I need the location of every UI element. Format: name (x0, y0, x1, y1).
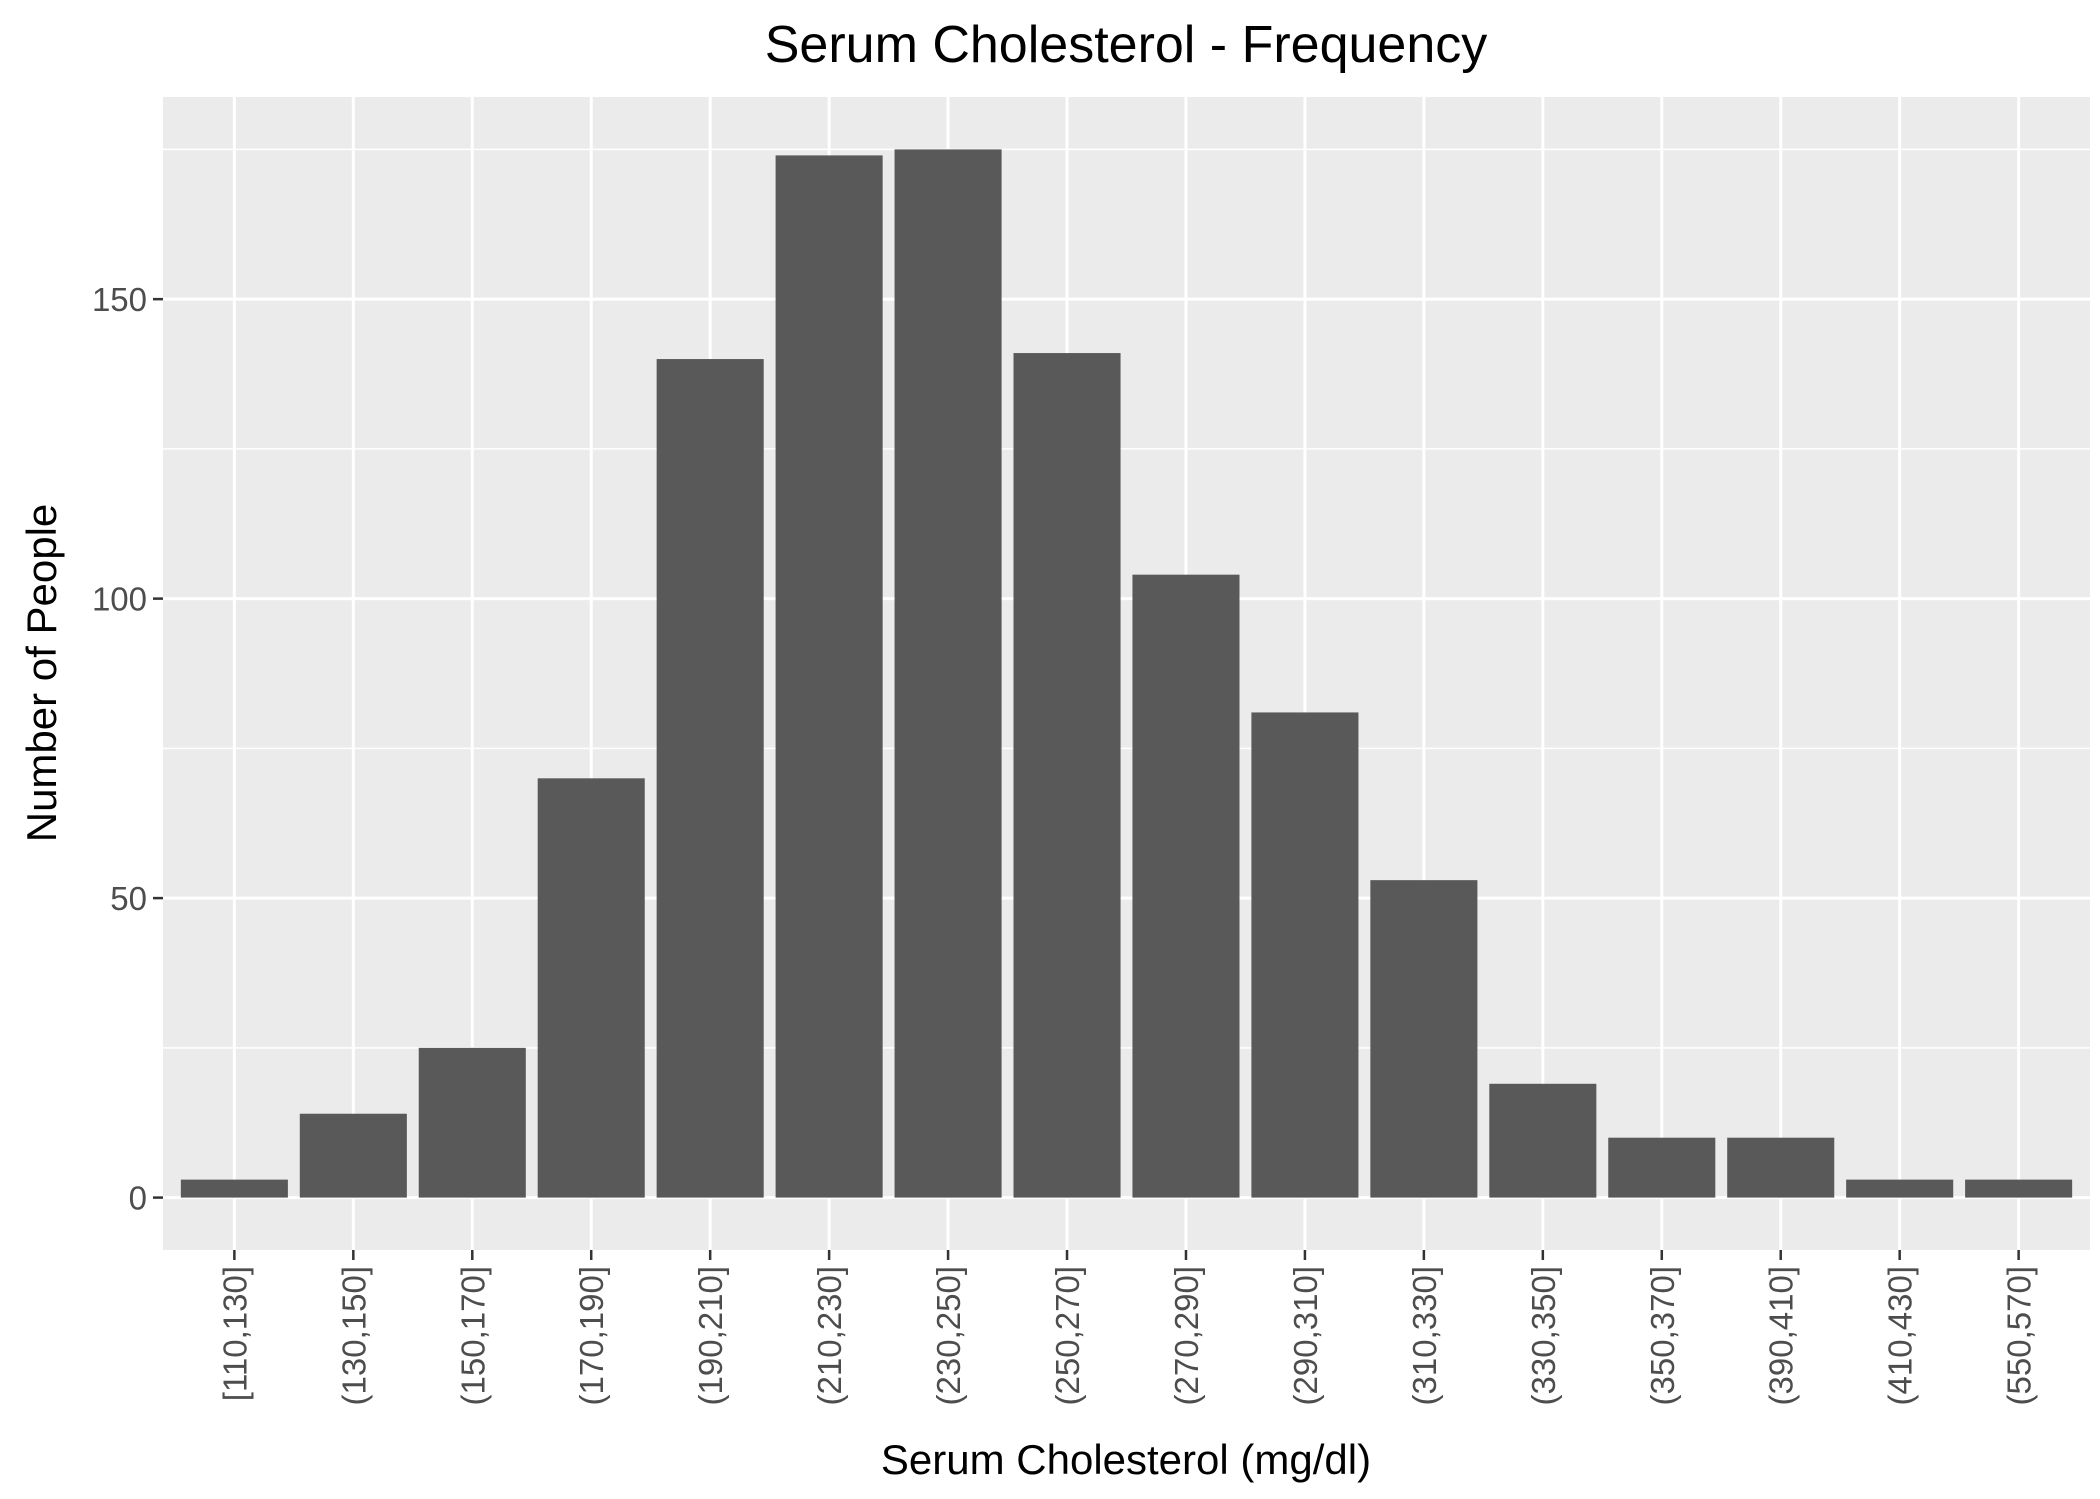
bar (537, 778, 645, 1198)
x-tick-label: (170,190] (573, 1266, 610, 1405)
bar (894, 149, 1002, 1198)
x-tick-label: (310,330] (1406, 1266, 1443, 1405)
y-tick-label: 0 (129, 1180, 147, 1217)
bar (775, 155, 883, 1198)
y-axis-title: Number of People (18, 504, 65, 843)
bar (180, 1179, 288, 1198)
bar (299, 1113, 407, 1198)
x-tick-label: (210,230] (811, 1266, 848, 1405)
x-tick-label: (190,210] (692, 1266, 729, 1405)
bars (180, 149, 2073, 1198)
x-tick-label: (290,310] (1287, 1266, 1324, 1405)
x-tick-label: (130,150] (335, 1266, 372, 1405)
x-tick-label: (330,350] (1525, 1266, 1562, 1405)
y-tick-label: 150 (92, 281, 147, 318)
bar (1846, 1179, 1954, 1198)
x-tick-label: (270,290] (1168, 1266, 1205, 1405)
x-tick-label: (550,570] (2001, 1266, 2038, 1405)
x-tick-label: (350,370] (1644, 1266, 1681, 1405)
x-axis: [110,130] (130,150] (150,170] (170,190] (190… (216, 1250, 2038, 1405)
bar (1251, 712, 1359, 1198)
bar (656, 359, 764, 1198)
bar (1370, 880, 1478, 1198)
x-tick-label: [110,130] (216, 1266, 253, 1401)
bar (1727, 1137, 1835, 1198)
x-tick-label: (150,170] (454, 1266, 491, 1405)
bar (1489, 1083, 1597, 1198)
bar (1608, 1137, 1716, 1198)
x-tick-label: (390,410] (1763, 1266, 1800, 1405)
x-tick-label: (230,250] (930, 1266, 967, 1405)
bar (418, 1047, 526, 1198)
bar (1132, 574, 1240, 1198)
bar (1965, 1179, 2073, 1198)
y-tick-label: 100 (92, 581, 147, 618)
x-tick-label: (250,270] (1049, 1266, 1086, 1405)
y-tick-label: 50 (110, 880, 147, 917)
bar (1013, 353, 1121, 1198)
x-axis-title: Serum Cholesterol (mg/dl) (881, 1436, 1371, 1483)
x-tick-label: (410,430] (1882, 1266, 1919, 1405)
y-axis: 0 50 100 150 (92, 281, 163, 1217)
chart-title: Serum Cholesterol - Frequency (765, 16, 1488, 74)
